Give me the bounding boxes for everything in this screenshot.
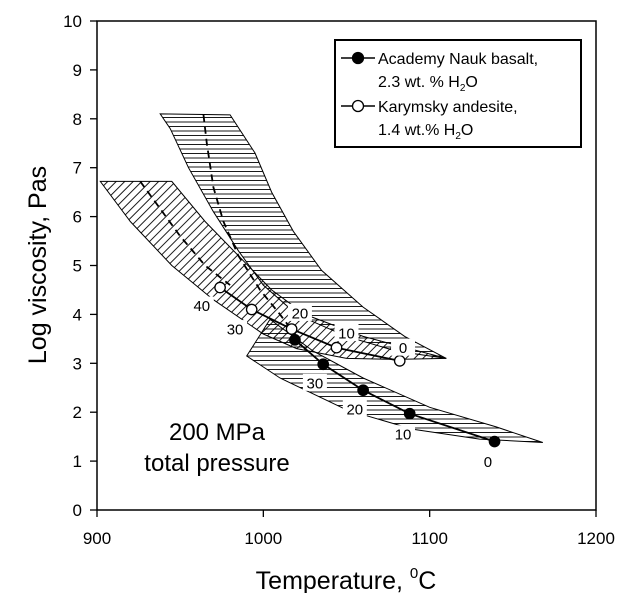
data-point-series-0-1 [317,358,330,371]
uncertainty-bands [99,113,543,443]
y-tick-label: 3 [73,354,82,373]
point-label-0-0: 30 [307,375,324,392]
y-axis-label: Log viscosity, Pas [24,166,52,364]
dashed-line-0 [139,180,231,286]
point-label-0-3: 0 [484,454,492,471]
y-tick-label: 9 [73,61,82,80]
band-series-1-0 [99,180,447,360]
y-tick-label: 1 [73,452,82,471]
annotation-line-1: 200 MPa [169,419,266,446]
y-tick-label: 5 [73,257,82,276]
point-label-bg [223,320,248,338]
x-tick-label: 1200 [577,529,615,548]
y-tick-label: 2 [73,403,82,422]
legend-label-basalt-2: 2.3 wt. % H2O [378,74,478,94]
data-point-series-0-0 [289,333,301,346]
point-label-bg [342,399,367,417]
annotation-line-2: total pressure [144,450,289,477]
dashed-lines [139,114,298,337]
x-axis-label: Temperature, 0C [256,565,437,593]
point-label-1-4: 0 [399,340,407,357]
data-point-series-0-3 [403,407,416,420]
point-label-0-1: 20 [346,401,363,418]
data-point-series-1-0 [214,281,226,294]
legend-marker-andesite [351,99,365,113]
data-point-series-1-3 [330,341,343,354]
point-label-0-2: 10 [395,427,412,444]
point-label-1-3: 10 [338,325,355,342]
legend: Academy Nauk basalt, 2.3 wt. % H2O Karym… [334,39,582,148]
data-point-series-1-4 [393,355,406,367]
point-label-1-0: 40 [193,298,210,315]
y-tick-label: 4 [73,305,82,324]
point-label-bg [334,323,359,341]
y-tick-label: 0 [73,501,82,520]
series-layer [214,281,501,448]
point-label-bg [391,425,416,443]
data-point-series-1-2 [285,323,298,335]
data-point-series-0-2 [357,384,369,397]
point-label-bg [475,452,500,470]
point-label-1-2: 20 [292,305,309,322]
legend-box [334,39,582,148]
point-label-bg [391,338,416,356]
legend-label-basalt-1: Academy Nauk basalt, [378,51,538,68]
point-labels: 30 20 10 0 40 30 20 10 0 [189,296,500,471]
x-tick-label: 900 [83,529,111,548]
y-tick-label: 8 [73,110,82,129]
data-point-series-1-1 [245,303,258,316]
point-label-bg [189,296,214,314]
point-label-1-1: 30 [227,322,244,339]
data-point-series-0-4 [488,435,501,448]
y-tick-label: 7 [73,159,82,178]
point-label-bg [302,373,327,391]
dashed-line-1 [202,114,298,337]
x-tick-label: 1000 [244,529,282,548]
y-tick-label: 6 [73,208,82,227]
point-label-bg [287,303,312,321]
legend-label-andesite-1: Karymsky andesite, [378,99,518,116]
legend-marker-basalt [351,51,365,65]
y-tick-label: 10 [63,12,82,31]
x-tick-label: 1100 [411,529,448,548]
legend-label-andesite-2: 1.4 wt.% H2O [378,122,473,142]
